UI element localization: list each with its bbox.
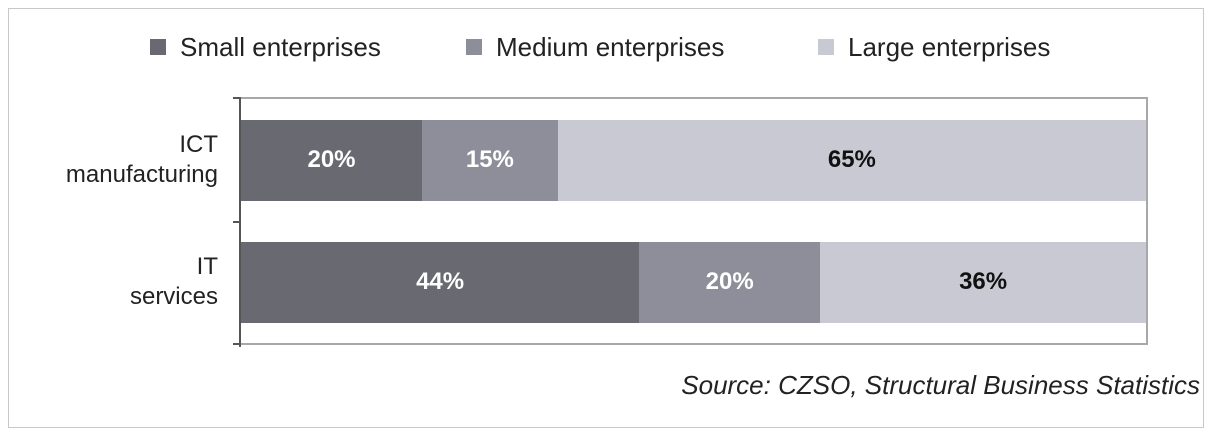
value-label: 15% bbox=[465, 146, 514, 173]
page: Source: CZSO, Structural Business Statis… bbox=[8, 8, 1204, 428]
bar-segment: 65% bbox=[557, 119, 1146, 201]
legend-swatch bbox=[818, 39, 834, 55]
value-label: 65% bbox=[827, 146, 876, 173]
legend-item: Medium enterprises bbox=[466, 30, 724, 64]
bar-segment: 36% bbox=[820, 241, 1146, 323]
plot-area bbox=[240, 97, 1148, 345]
legend-label: Small enterprises bbox=[180, 31, 381, 62]
axis-tick bbox=[233, 97, 241, 99]
axis-tick bbox=[233, 221, 241, 223]
legend-swatch bbox=[466, 39, 482, 55]
legend-swatch bbox=[150, 39, 166, 55]
axis-tick bbox=[233, 343, 241, 345]
bar-segment: 20% bbox=[639, 241, 821, 323]
source-note: Source: CZSO, Structural Business Statis… bbox=[681, 370, 1200, 400]
value-label: 36% bbox=[959, 268, 1008, 295]
legend-label: Large enterprises bbox=[848, 31, 1051, 62]
category-label: ICT manufacturing bbox=[65, 131, 218, 188]
value-label: 44% bbox=[416, 268, 465, 295]
bar-segment: 15% bbox=[422, 119, 558, 201]
legend-label: Medium enterprises bbox=[496, 31, 725, 62]
value-label: 20% bbox=[307, 146, 356, 173]
bar-segment: 44% bbox=[241, 241, 640, 323]
legend-item: Large enterprises bbox=[818, 30, 1050, 64]
value-label: 20% bbox=[705, 268, 754, 295]
bar-segment: 20% bbox=[241, 119, 422, 201]
category-label: IT services bbox=[129, 253, 218, 310]
legend-item: Small enterprises bbox=[150, 30, 381, 64]
